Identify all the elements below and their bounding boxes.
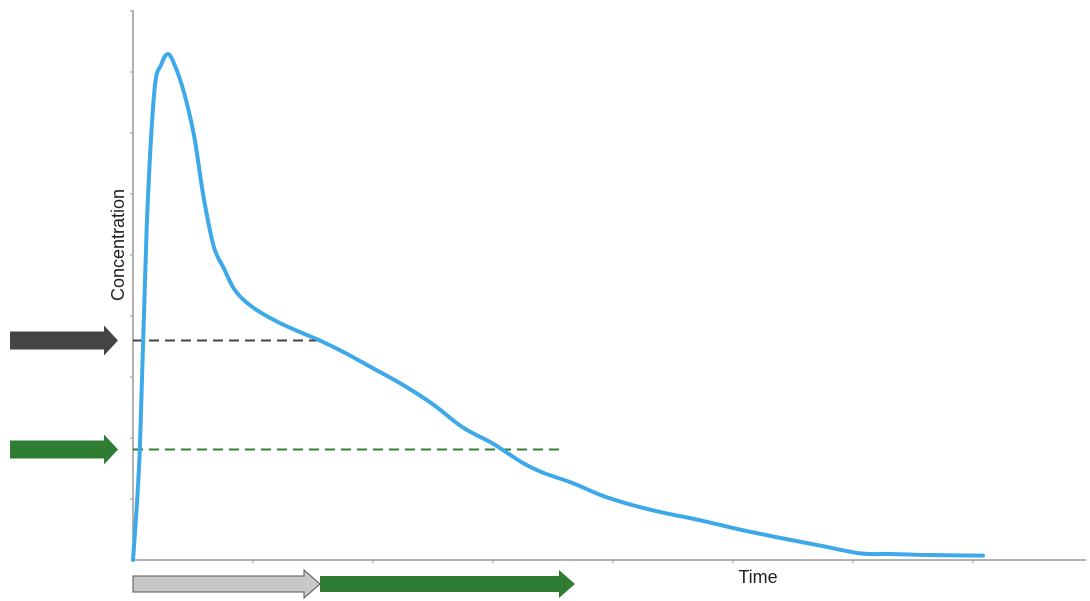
threshold-arrows — [10, 325, 118, 465]
y-axis-ticks — [130, 10, 133, 500]
reference-lines — [133, 339, 565, 451]
y-axis-label: Concentration — [108, 189, 128, 301]
time-phase-arrows — [132, 568, 575, 600]
upper-threshold-arrow — [10, 325, 118, 356]
x-axis-ticks — [252, 560, 974, 563]
phase-one-arrow — [132, 568, 321, 600]
phase-two-arrow — [320, 570, 575, 598]
x-axis-label: Time — [738, 567, 777, 587]
lower-threshold-arrow — [10, 434, 118, 465]
concentration-curve — [131, 52, 985, 562]
